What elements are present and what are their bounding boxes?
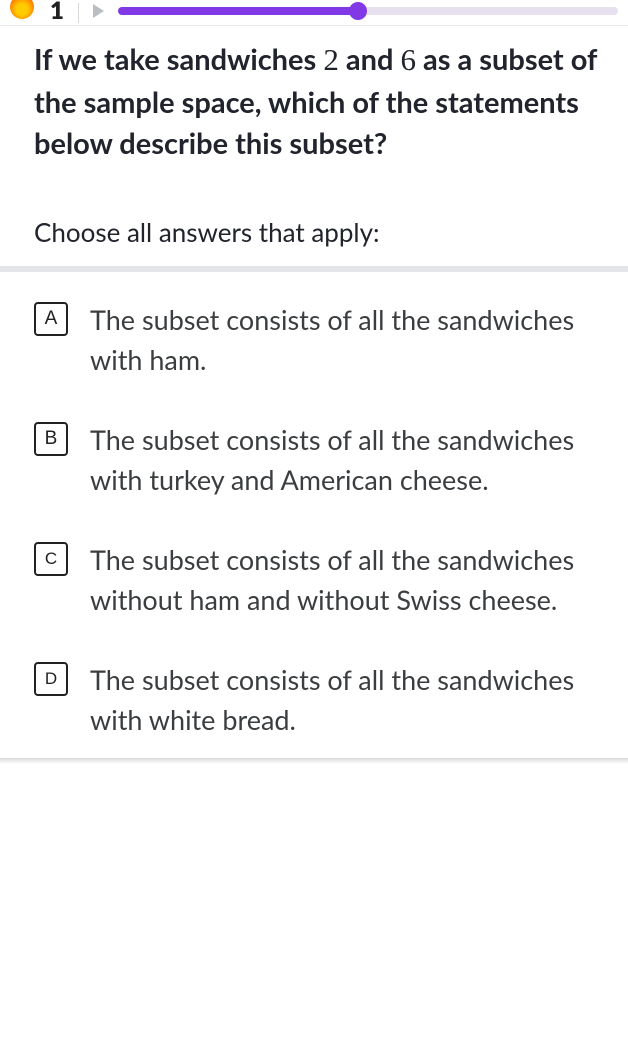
- horizontal-divider: [0, 266, 628, 272]
- choice-text: The subset consists of all the sandwiche…: [90, 420, 598, 500]
- choice-b[interactable]: B The subset consists of all the sandwic…: [34, 420, 598, 500]
- choice-text: The subset consists of all the sandwiche…: [90, 300, 598, 380]
- question-content: If we take sandwiches 2 and 6 as a subse…: [0, 26, 628, 248]
- stem-number-2: 6: [400, 42, 416, 77]
- choice-a[interactable]: A The subset consists of all the sandwic…: [34, 300, 598, 380]
- play-icon[interactable]: [93, 4, 104, 18]
- stem-number-1: 2: [323, 42, 339, 77]
- choice-letter-box: A: [34, 302, 68, 336]
- choice-d[interactable]: D The subset consists of all the sandwic…: [34, 660, 598, 740]
- choice-letter-box: D: [34, 662, 68, 696]
- question-stem: If we take sandwiches 2 and 6 as a subse…: [34, 38, 598, 164]
- choice-c[interactable]: C The subset consists of all the sandwic…: [34, 540, 598, 620]
- header-bar: 1: [0, 0, 628, 26]
- choice-letter-box: C: [34, 542, 68, 576]
- progress-fill: [118, 7, 358, 15]
- instruction-text: Choose all answers that apply:: [34, 216, 598, 248]
- stem-text-2: and: [339, 42, 401, 77]
- stem-text-1: If we take sandwiches: [34, 42, 323, 77]
- choice-text: The subset consists of all the sandwiche…: [90, 660, 598, 740]
- choice-text: The subset consists of all the sandwiche…: [90, 540, 598, 620]
- choice-letter-box: B: [34, 422, 68, 456]
- vertical-divider: [78, 3, 79, 23]
- bottom-shadow: [0, 758, 628, 764]
- answer-choices: A The subset consists of all the sandwic…: [34, 300, 598, 740]
- progress-knob[interactable]: [349, 2, 367, 20]
- streak-count: 1: [50, 0, 64, 25]
- progress-bar[interactable]: [118, 7, 618, 15]
- streak-flame-icon: [10, 3, 40, 23]
